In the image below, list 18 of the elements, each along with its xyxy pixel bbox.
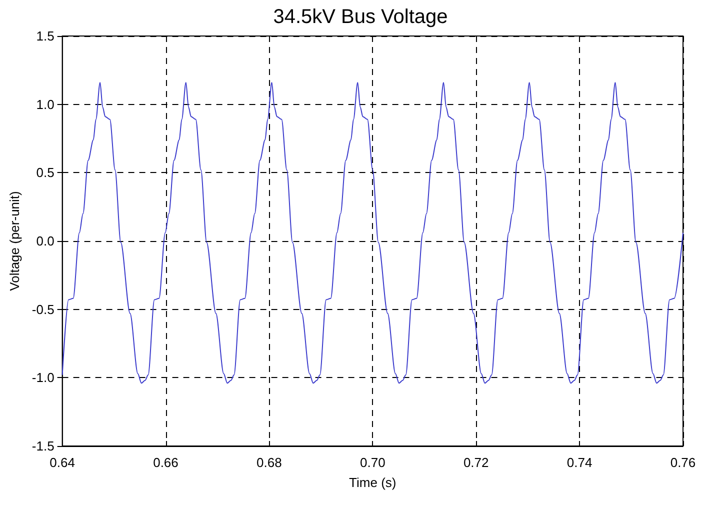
y-tick-label: -0.5: [32, 302, 54, 317]
y-tick-label: -1.5: [32, 438, 54, 454]
x-axis-title: Time (s): [349, 475, 396, 490]
y-tick-label: 1.5: [36, 28, 54, 44]
x-tick-label: 0.72: [463, 455, 489, 470]
line-series: [62, 82, 684, 384]
y-tick-label: 1.0: [36, 96, 54, 112]
y-tick-label: 0.5: [36, 165, 54, 180]
x-tick-label: 0.68: [256, 455, 282, 470]
x-tick-label: 0.74: [566, 455, 592, 470]
y-tick-label: 0.0: [36, 234, 54, 248]
y-axis-title: Voltage (per-unit): [7, 191, 22, 291]
chart-title: 34.5kV Bus Voltage: [273, 6, 448, 28]
x-tick-label: 0.70: [360, 455, 386, 470]
x-tick-label: 0.66: [153, 455, 178, 470]
x-tick-label: 0.64: [50, 455, 75, 470]
x-tick-label: 0.76: [670, 455, 696, 470]
y-tick-label: -1.0: [32, 370, 54, 386]
